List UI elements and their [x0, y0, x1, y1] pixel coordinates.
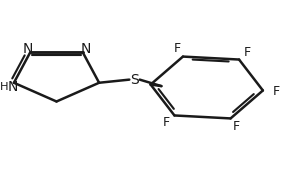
Text: F: F [233, 120, 240, 132]
Text: N: N [23, 42, 33, 56]
Text: F: F [244, 46, 251, 59]
Text: H: H [0, 82, 9, 92]
Text: N: N [7, 80, 18, 94]
Text: N: N [81, 42, 91, 56]
Text: F: F [173, 43, 181, 55]
Text: F: F [163, 116, 170, 129]
Text: S: S [130, 73, 139, 87]
Text: F: F [273, 85, 280, 98]
